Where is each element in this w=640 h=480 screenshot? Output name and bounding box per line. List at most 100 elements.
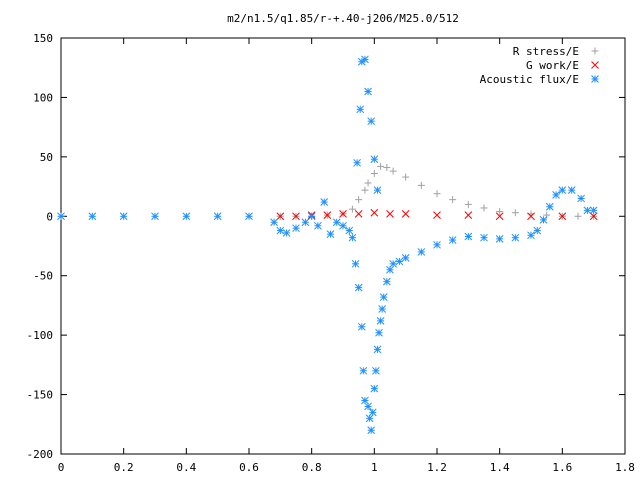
data-point bbox=[339, 221, 347, 230]
data-point bbox=[545, 202, 554, 211]
data-point bbox=[119, 212, 128, 221]
data-point bbox=[356, 105, 365, 114]
data-point bbox=[339, 210, 347, 218]
data-point bbox=[417, 181, 425, 189]
data-point bbox=[558, 186, 567, 194]
data-point bbox=[389, 167, 397, 175]
data-point bbox=[370, 384, 379, 393]
data-point bbox=[270, 218, 278, 227]
y-tick-label: 0 bbox=[46, 210, 53, 223]
x-tick-label: 1.2 bbox=[427, 461, 447, 474]
data-point bbox=[282, 229, 291, 237]
data-point bbox=[589, 206, 598, 215]
y-tick-label: 100 bbox=[33, 91, 53, 104]
data-point bbox=[401, 210, 410, 218]
series-2 bbox=[57, 55, 598, 435]
data-point bbox=[348, 233, 357, 242]
legend-marker bbox=[591, 75, 599, 83]
data-point bbox=[495, 235, 504, 243]
series-1 bbox=[276, 208, 598, 221]
data-point bbox=[88, 212, 97, 221]
legend-marker bbox=[591, 47, 599, 55]
data-point bbox=[583, 206, 592, 215]
data-point bbox=[353, 158, 361, 167]
data-point bbox=[533, 226, 542, 235]
plot-frame bbox=[60, 37, 626, 455]
data-point bbox=[213, 212, 222, 221]
data-point bbox=[182, 212, 191, 221]
data-point bbox=[307, 212, 316, 221]
data-point bbox=[361, 186, 369, 194]
y-tick-label: -150 bbox=[27, 389, 54, 402]
data-point bbox=[464, 211, 473, 219]
data-point bbox=[370, 169, 378, 177]
data-point bbox=[364, 179, 372, 187]
data-point bbox=[276, 226, 285, 235]
data-point bbox=[332, 218, 341, 227]
data-point bbox=[480, 233, 488, 242]
data-point bbox=[480, 204, 488, 212]
data-point bbox=[402, 173, 410, 181]
data-point bbox=[495, 212, 504, 221]
x-tick-label: 0.4 bbox=[176, 461, 196, 474]
data-point bbox=[539, 215, 548, 224]
series-0 bbox=[276, 162, 598, 220]
data-point bbox=[361, 55, 369, 64]
legend-label: Acoustic flux/E bbox=[480, 73, 579, 86]
data-layer bbox=[57, 55, 598, 435]
x-tick-label: 0.2 bbox=[114, 461, 134, 474]
data-point bbox=[401, 254, 410, 262]
chart-title: m2/n1.5/q1.85/r-+.40-j206/M25.0/512 bbox=[227, 12, 459, 25]
y-tick-label: -200 bbox=[27, 448, 54, 461]
data-point bbox=[378, 305, 387, 313]
data-point bbox=[464, 232, 473, 241]
data-point bbox=[543, 211, 551, 219]
data-point bbox=[448, 236, 457, 244]
data-point bbox=[511, 233, 520, 242]
data-point bbox=[372, 366, 380, 375]
data-point bbox=[386, 210, 394, 218]
data-point bbox=[351, 259, 360, 268]
data-point bbox=[589, 212, 598, 221]
data-point bbox=[433, 240, 441, 249]
data-point bbox=[383, 164, 391, 172]
data-point bbox=[355, 196, 363, 204]
data-point bbox=[395, 257, 404, 266]
data-point bbox=[389, 259, 397, 268]
legend-label: G work/E bbox=[526, 59, 579, 72]
x-tick-label: 1.6 bbox=[552, 461, 572, 474]
axes-layer: 0 0.2 0.4 0.6 0.8 1 1.2 1.4 1.6 1.8 -200 -150 -100 -5… bbox=[27, 32, 635, 474]
data-point bbox=[354, 210, 363, 218]
x-tick-label: 1 bbox=[371, 461, 378, 474]
data-point bbox=[364, 87, 372, 96]
data-point bbox=[567, 186, 576, 194]
data-point bbox=[323, 211, 332, 219]
x-tick-label: 0.6 bbox=[239, 461, 259, 474]
data-point bbox=[375, 328, 383, 337]
data-point bbox=[359, 366, 368, 375]
data-point bbox=[345, 226, 354, 235]
data-point bbox=[292, 212, 300, 221]
x-tick-label: 0 bbox=[58, 461, 65, 474]
data-point bbox=[464, 200, 472, 208]
data-point bbox=[326, 230, 335, 238]
data-point bbox=[301, 218, 310, 227]
data-point bbox=[376, 317, 385, 325]
x-tick-label: 1.8 bbox=[615, 461, 635, 474]
y-tick-label: -50 bbox=[33, 270, 53, 283]
data-point bbox=[373, 186, 382, 194]
data-point bbox=[527, 212, 535, 221]
data-point bbox=[364, 402, 372, 411]
data-point bbox=[320, 198, 329, 206]
data-point bbox=[373, 345, 382, 354]
data-point bbox=[574, 212, 582, 220]
data-point bbox=[368, 408, 377, 417]
data-point bbox=[527, 231, 535, 240]
data-point bbox=[292, 224, 300, 233]
data-point bbox=[558, 212, 567, 221]
data-point bbox=[552, 191, 560, 199]
data-point bbox=[577, 194, 585, 203]
data-point bbox=[367, 426, 376, 435]
